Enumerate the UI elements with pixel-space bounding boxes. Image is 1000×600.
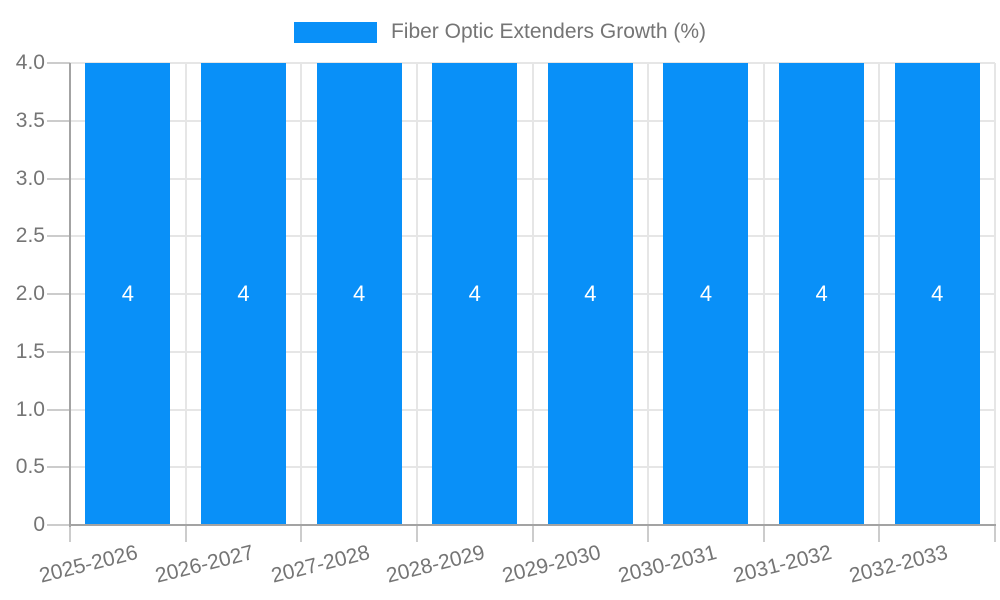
y-axis-tick-label: 3.0	[15, 166, 45, 190]
y-tick-mark	[47, 293, 70, 295]
y-tick-mark	[47, 119, 70, 122]
v-gridline	[184, 63, 187, 525]
v-gridline	[531, 63, 534, 525]
bar-value-label: 4	[815, 281, 828, 306]
y-axis-tick-label: 0	[33, 513, 45, 536]
y-tick-mark	[47, 466, 70, 469]
x-tick-mark	[531, 525, 534, 542]
bar[interactable]: 4	[663, 63, 749, 525]
y-axis-tick-label: 0.5	[15, 455, 45, 479]
v-gridline	[300, 63, 303, 525]
x-axis-tick-label: 2026-2027	[152, 541, 257, 588]
x-axis-tick-label: 2027-2028	[268, 541, 372, 588]
v-gridline	[994, 63, 996, 525]
x-tick-mark	[184, 525, 187, 542]
y-tick-mark	[47, 524, 70, 526]
bar-value-label: 4	[352, 281, 366, 306]
x-axis-tick-label: 2032-2033	[846, 541, 950, 588]
y-axis-tick-label: 4.0	[15, 51, 45, 74]
x-axis-tick-label: 2029-2030	[499, 541, 603, 588]
x-tick-mark	[647, 525, 650, 542]
y-axis-tick-label: 3.5	[15, 108, 45, 132]
x-tick-mark	[415, 525, 418, 542]
x-axis-tick-label: 2030-2031	[615, 541, 719, 588]
bar[interactable]: 4	[316, 63, 402, 525]
bar-value-label: 4	[237, 281, 250, 306]
x-axis-tick-label: 2028-2029	[384, 541, 488, 588]
x-tick-mark	[300, 525, 303, 542]
y-axis-tick-label: 1.0	[15, 397, 45, 421]
legend-label: Fiber Optic Extenders Growth (%)	[390, 20, 707, 43]
y-tick-mark	[47, 350, 70, 353]
bar[interactable]: 4	[547, 63, 633, 525]
bar[interactable]: 4	[432, 63, 518, 525]
x-axis-line	[69, 524, 996, 526]
v-gridline	[878, 63, 881, 525]
x-axis-tick-label: 2031-2032	[731, 541, 835, 588]
bar-value-label: 4	[931, 281, 944, 306]
x-tick-mark	[69, 525, 71, 542]
y-tick-mark	[47, 408, 70, 411]
bar-value-label: 4	[121, 281, 134, 306]
y-axis-tick-label: 2.0	[15, 282, 45, 305]
x-tick-mark	[994, 525, 996, 542]
chart-legend[interactable]: Fiber Optic Extenders Growth (%)	[0, 20, 1000, 44]
bar[interactable]: 4	[200, 63, 286, 525]
x-tick-mark	[878, 525, 881, 542]
y-tick-mark	[47, 177, 70, 180]
y-axis-line	[69, 63, 71, 527]
bar[interactable]: 4	[894, 63, 980, 525]
x-tick-mark	[762, 525, 765, 542]
bar[interactable]: 4	[85, 63, 171, 525]
y-axis-tick-label: 1.5	[15, 339, 45, 363]
x-axis-tick-label: 2025-2026	[37, 541, 141, 588]
bar-value-label: 4	[699, 281, 713, 306]
bar[interactable]: 4	[779, 63, 865, 525]
v-gridline	[647, 63, 650, 525]
v-gridline	[762, 63, 765, 525]
y-tick-mark	[47, 235, 70, 238]
y-axis-tick-label: 2.5	[15, 224, 45, 248]
v-gridline	[415, 63, 418, 525]
bar-value-label: 4	[468, 281, 481, 306]
y-tick-mark	[47, 62, 70, 64]
bar-value-label: 4	[584, 281, 597, 306]
legend-swatch-icon	[293, 21, 377, 43]
